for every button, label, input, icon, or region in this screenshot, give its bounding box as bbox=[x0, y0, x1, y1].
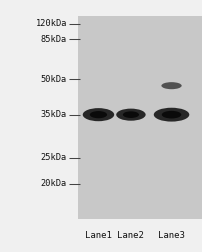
Text: 25kDa: 25kDa bbox=[41, 153, 67, 162]
Ellipse shape bbox=[122, 111, 138, 118]
Text: 85kDa: 85kDa bbox=[41, 35, 67, 44]
Text: Lane1: Lane1 bbox=[85, 231, 111, 240]
Text: 20kDa: 20kDa bbox=[41, 179, 67, 188]
Bar bbox=[78, 16, 202, 219]
Ellipse shape bbox=[161, 111, 180, 118]
Ellipse shape bbox=[89, 111, 107, 118]
Text: 35kDa: 35kDa bbox=[41, 110, 67, 119]
Text: Lane3: Lane3 bbox=[157, 231, 184, 240]
Ellipse shape bbox=[116, 109, 145, 121]
Text: Lane2: Lane2 bbox=[117, 231, 144, 240]
Text: 50kDa: 50kDa bbox=[41, 75, 67, 84]
Ellipse shape bbox=[161, 82, 181, 89]
Ellipse shape bbox=[82, 108, 114, 121]
Ellipse shape bbox=[153, 108, 188, 122]
Text: 120kDa: 120kDa bbox=[35, 19, 67, 28]
